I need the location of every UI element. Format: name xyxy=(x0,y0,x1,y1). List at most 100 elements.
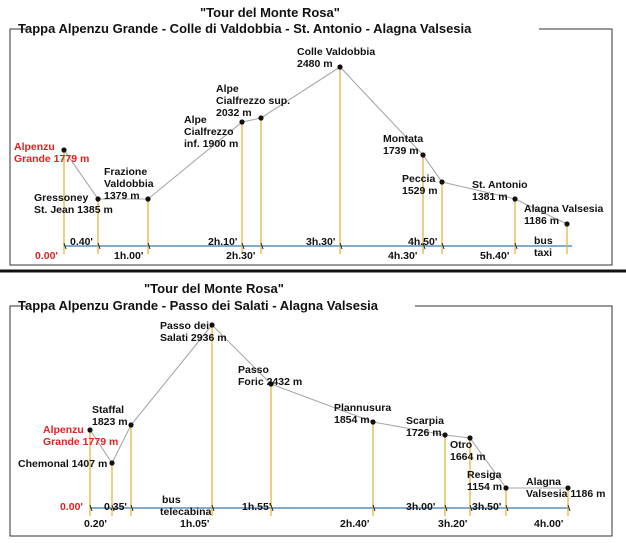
waypoint-label: Montata xyxy=(383,133,423,145)
panel-title: "Tour del Monte Rosa" xyxy=(200,5,340,20)
waypoint-label: 2480 m xyxy=(297,58,333,70)
time-label: 5h.40' xyxy=(480,250,509,262)
time-label: 0.35' xyxy=(104,501,127,513)
waypoint-label: Foric 2432 m xyxy=(238,376,302,388)
waypoint-label: 1726 m xyxy=(406,427,442,439)
waypoint-point xyxy=(239,119,245,125)
waypoint-label: Scarpia xyxy=(406,415,444,427)
time-label: 1h.00' xyxy=(114,250,143,262)
time-tick xyxy=(241,242,245,250)
waypoint-point xyxy=(209,322,215,328)
time-tick xyxy=(514,242,518,250)
time-label: 1h.05' xyxy=(180,518,209,530)
time-tick xyxy=(111,504,115,512)
waypoint-point xyxy=(564,221,570,227)
waypoint-point xyxy=(420,152,426,158)
waypoint-label: 1529 m xyxy=(402,185,438,197)
waypoint-point xyxy=(109,460,115,466)
waypoint-label: Valdobbia xyxy=(104,178,154,190)
panel-title: "Tour del Monte Rosa" xyxy=(144,281,284,296)
waypoint-label: Alpenzu xyxy=(14,141,55,153)
time-label: 2h.30' xyxy=(226,250,255,262)
time-tick xyxy=(444,504,448,512)
panel-top: "Tour del Monte Rosa"Tappa Alpenzu Grand… xyxy=(9,5,613,266)
time-label: 2h.40' xyxy=(340,518,369,530)
waypoint-label: 1186 m xyxy=(524,215,559,227)
waypoint-label: Cialfrezzo sup. xyxy=(216,95,290,107)
waypoint-point xyxy=(61,147,67,153)
waypoint-label: Alpenzu xyxy=(43,424,84,436)
transport-note: taxi xyxy=(534,247,552,259)
waypoint-label: Plannusura xyxy=(334,402,391,414)
time-tick xyxy=(441,242,445,250)
waypoint-label: Alagna xyxy=(526,476,561,488)
waypoint-label: Resiga xyxy=(467,469,502,481)
waypoint-label: Alpe xyxy=(184,114,207,126)
transport-note: bus xyxy=(162,494,181,506)
waypoint-point xyxy=(565,485,571,491)
waypoint-label: Passo xyxy=(238,364,269,376)
elevation-profile-line xyxy=(63,66,568,225)
waypoint-label: Alagna Valsesia xyxy=(524,203,604,215)
time-label: 3h.00' xyxy=(406,501,435,513)
time-label: 1h.55' xyxy=(242,501,271,513)
waypoint-point xyxy=(258,115,264,121)
waypoint-label: Grande 1779 m xyxy=(43,436,118,448)
waypoint-label: 1854 m xyxy=(334,414,370,426)
waypoint-label: Gressoney xyxy=(34,192,88,204)
time-tick xyxy=(89,504,93,512)
time-label: 0.40' xyxy=(70,236,93,248)
transport-note: bus xyxy=(534,235,553,247)
waypoint-point xyxy=(337,64,343,70)
time-tick xyxy=(130,504,134,512)
waypoint-point xyxy=(145,196,151,202)
waypoint-label: Peccia xyxy=(402,173,435,185)
waypoint-label: Alpe xyxy=(216,83,239,95)
waypoint-label: Cialfrezzo xyxy=(184,126,234,138)
waypoint-label: 1739 m xyxy=(383,145,419,157)
panel-frame xyxy=(9,305,613,537)
time-tick xyxy=(270,504,274,512)
panel-subtitle: Tappa Alpenzu Grande - Colle di Valdobbi… xyxy=(18,21,472,36)
waypoint-label: Grande 1779 m xyxy=(14,153,89,165)
waypoint-label: 1154 m xyxy=(467,481,502,493)
elevation-profile-line xyxy=(89,324,568,489)
waypoint-label: Valsesia 1186 m xyxy=(526,488,605,500)
waypoint-label: 1823 m xyxy=(92,416,128,428)
time-tick xyxy=(372,504,376,512)
waypoint-point xyxy=(87,427,93,433)
time-tick xyxy=(211,504,215,512)
waypoint-label: 2032 m xyxy=(216,107,252,119)
time-label: 3h.30' xyxy=(306,236,335,248)
waypoint-label: inf. 1900 m xyxy=(184,138,238,150)
time-label: 4h.00' xyxy=(534,518,563,530)
time-tick xyxy=(505,504,509,512)
waypoint-label: Colle Valdobbia xyxy=(297,46,375,58)
time-tick xyxy=(97,242,101,250)
time-tick xyxy=(260,242,264,250)
transport-note: telecabina xyxy=(160,506,212,518)
time-label: 0.20' xyxy=(84,518,107,530)
waypoint-point xyxy=(95,196,101,202)
waypoint-point xyxy=(442,432,448,438)
waypoint-label: Frazione xyxy=(104,166,147,178)
time-label: 0.00' xyxy=(35,250,58,262)
waypoint-point xyxy=(128,422,134,428)
panel-bottom: "Tour del Monte Rosa" Tappa Alpenzu Grand… xyxy=(9,281,613,537)
waypoint-label: Otro xyxy=(450,439,472,451)
time-label: 2h.10' xyxy=(208,236,237,248)
time-label: 4h.50' xyxy=(408,236,437,248)
waypoint-label: 1664 m xyxy=(450,451,486,463)
waypoint-point xyxy=(439,179,445,185)
waypoint-label: St. Antonio xyxy=(472,179,528,191)
time-tick xyxy=(567,504,571,512)
time-label: 3h.50' xyxy=(472,501,501,513)
time-label: 0.00' xyxy=(60,501,83,513)
waypoint-label: Passo dei xyxy=(160,320,209,332)
waypoint-label: 1381 m xyxy=(472,191,508,203)
waypoint-point xyxy=(268,381,274,387)
waypoint-point xyxy=(467,435,473,441)
time-tick xyxy=(63,242,67,250)
